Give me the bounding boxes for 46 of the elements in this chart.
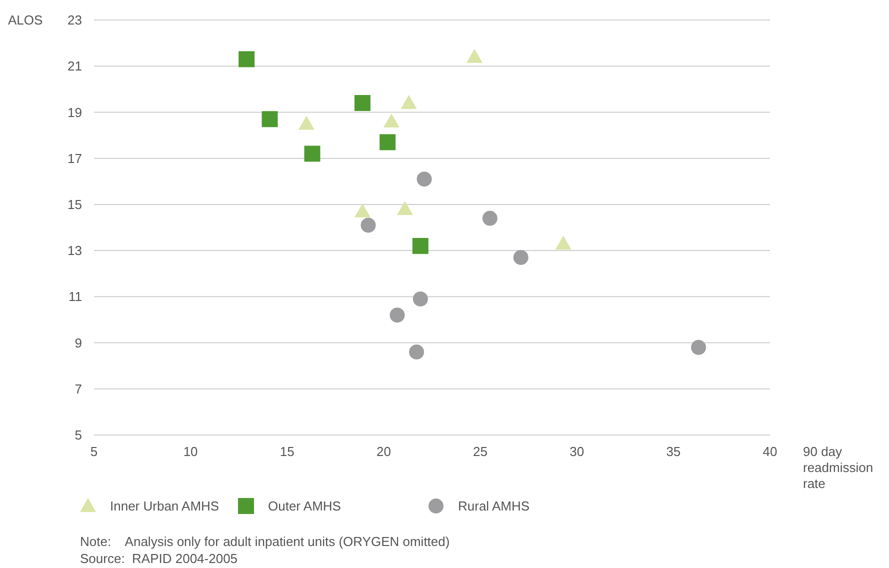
point	[691, 340, 706, 355]
x-tick-label: 35	[666, 444, 681, 459]
y-tick-label: 13	[68, 243, 82, 258]
y-tick-label: 11	[68, 289, 82, 304]
x-tick-label: 5	[90, 444, 98, 459]
point	[412, 291, 428, 306]
x-tick-label: 15	[280, 444, 294, 459]
point	[354, 95, 370, 111]
y-tick-label: 23	[68, 12, 82, 28]
point	[396, 201, 413, 216]
point	[354, 203, 370, 218]
point	[390, 308, 405, 323]
point	[482, 210, 498, 226]
legend-label: Outer AMHS	[268, 498, 342, 514]
x-tick-label: 10	[183, 444, 198, 459]
point	[513, 250, 528, 265]
y-tick-label: 19	[68, 104, 82, 120]
point	[380, 134, 396, 150]
point	[400, 95, 417, 109]
legend-label: Rural AMHS	[458, 498, 530, 514]
y-tick-label: 15	[68, 196, 82, 212]
x-tick-label: 25	[473, 444, 488, 459]
point	[466, 48, 482, 63]
y-axis-title: ALOS	[8, 12, 44, 28]
point	[416, 172, 432, 187]
point	[360, 218, 376, 233]
y-tick-label: 17	[68, 150, 82, 166]
point	[298, 116, 314, 130]
point	[412, 238, 428, 254]
point	[262, 111, 278, 128]
y-tick-label: 7	[74, 381, 82, 396]
x-axis-title: 90 day readmission rate	[803, 444, 874, 491]
x-tick-label: 40	[762, 444, 778, 459]
point	[383, 113, 400, 128]
point	[238, 51, 255, 68]
point	[409, 344, 424, 360]
y-tick-label: 21	[68, 58, 82, 74]
point	[304, 146, 320, 162]
y-tick-label: 9	[74, 335, 82, 350]
legend-label: Inner Urban AMHS	[110, 498, 220, 514]
y-tick-label: 5	[74, 428, 82, 443]
text: Note: Analysis only for adult inpatient units (ORYGEN omitted)	[80, 534, 450, 549]
x-tick-label: 30	[570, 444, 584, 459]
point	[555, 236, 572, 250]
source-note: Source: RAPID 2004-2005	[80, 551, 238, 566]
x-tick-label: 20	[376, 444, 391, 459]
